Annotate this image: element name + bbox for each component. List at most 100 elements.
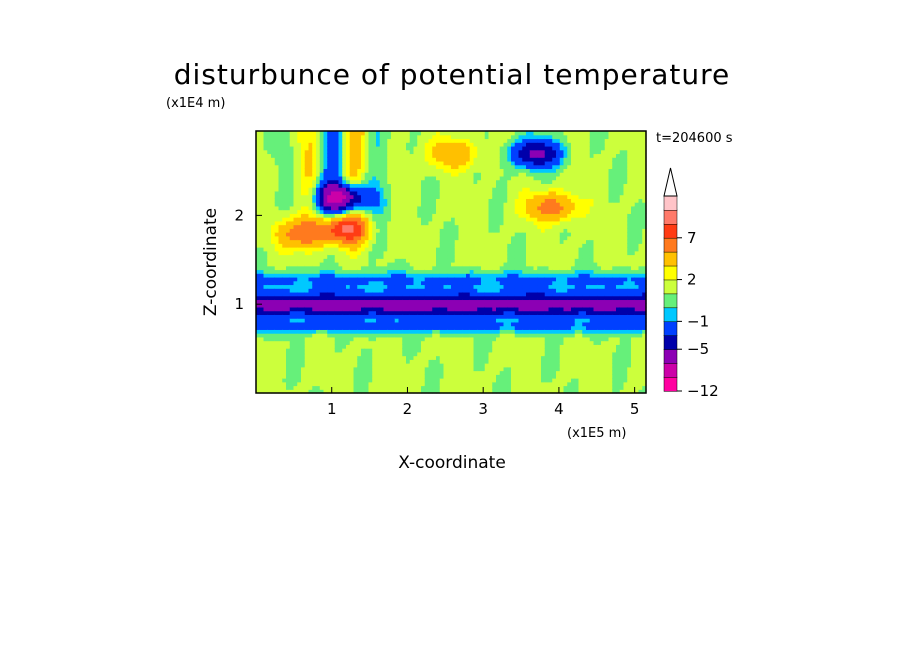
heatmap-cell bbox=[443, 299, 448, 304]
heatmap-cell bbox=[454, 224, 460, 229]
heatmap-cell bbox=[267, 198, 272, 203]
heatmap-cell bbox=[383, 183, 388, 188]
heatmap-cell bbox=[421, 348, 426, 353]
heatmap-cell bbox=[394, 220, 400, 226]
heatmap-cell bbox=[451, 363, 456, 368]
heatmap-cell bbox=[361, 213, 366, 218]
heatmap-cell bbox=[406, 344, 411, 349]
heatmap-cell bbox=[316, 303, 321, 308]
heatmap-cell bbox=[447, 224, 452, 229]
heatmap-cell bbox=[432, 239, 437, 244]
heatmap-cell bbox=[383, 213, 388, 218]
heatmap-cell bbox=[289, 250, 295, 256]
heatmap-cell bbox=[278, 366, 283, 372]
heatmap-cell bbox=[387, 291, 392, 297]
heatmap-cell bbox=[308, 284, 313, 289]
heatmap-cell bbox=[469, 318, 475, 323]
heatmap-cell bbox=[361, 284, 366, 289]
heatmap-cell bbox=[481, 295, 486, 301]
heatmap-cell bbox=[488, 179, 493, 184]
heatmap-cell bbox=[274, 235, 280, 241]
heatmap-cell bbox=[387, 190, 392, 196]
heatmap-cell bbox=[469, 344, 475, 349]
heatmap-cell bbox=[289, 344, 295, 349]
heatmap-cell bbox=[488, 336, 493, 342]
heatmap-cell bbox=[293, 310, 298, 315]
heatmap-cell bbox=[522, 333, 527, 338]
heatmap-cell bbox=[488, 378, 493, 383]
heatmap-cell bbox=[402, 363, 407, 368]
heatmap-cell bbox=[488, 209, 493, 214]
heatmap-cell bbox=[391, 164, 396, 170]
heatmap-cell bbox=[323, 224, 328, 229]
heatmap-cell bbox=[383, 262, 388, 267]
heatmap-cell bbox=[301, 310, 306, 315]
heatmap-cell bbox=[319, 314, 325, 319]
heatmap-cell bbox=[327, 228, 332, 233]
heatmap-cell bbox=[507, 202, 512, 207]
heatmap-cell bbox=[417, 198, 422, 203]
heatmap-cell bbox=[391, 224, 396, 229]
heatmap-cell bbox=[297, 291, 302, 297]
heatmap-cell bbox=[488, 250, 493, 256]
heatmap-cell bbox=[286, 314, 291, 319]
heatmap-cell bbox=[462, 269, 467, 274]
heatmap-cell bbox=[357, 318, 362, 323]
heatmap-cell bbox=[304, 142, 310, 147]
heatmap-cell bbox=[499, 314, 505, 319]
heatmap-cell bbox=[488, 314, 493, 319]
heatmap-cell bbox=[462, 284, 467, 289]
heatmap-cell bbox=[334, 160, 340, 166]
heatmap-cell bbox=[282, 370, 287, 375]
heatmap-cell bbox=[421, 385, 426, 390]
heatmap-cell bbox=[469, 284, 475, 289]
heatmap-cell bbox=[297, 325, 302, 330]
heatmap-cell bbox=[271, 149, 276, 155]
heatmap-cell bbox=[421, 381, 426, 387]
heatmap-cell bbox=[271, 190, 276, 196]
heatmap-cell bbox=[518, 250, 523, 256]
heatmap-cell bbox=[417, 258, 422, 263]
heatmap-cell bbox=[349, 318, 355, 323]
heatmap-cell bbox=[511, 374, 516, 379]
heatmap-cell bbox=[282, 314, 287, 319]
heatmap-cell bbox=[421, 153, 426, 158]
heatmap-cell bbox=[439, 374, 445, 379]
heatmap-cell bbox=[481, 134, 486, 140]
heatmap-cell bbox=[346, 288, 351, 293]
heatmap-cell bbox=[271, 209, 276, 214]
heatmap-cell bbox=[391, 306, 396, 312]
heatmap-cell bbox=[507, 262, 512, 267]
heatmap-cell bbox=[312, 351, 317, 357]
heatmap-cell bbox=[289, 205, 295, 211]
heatmap-cell bbox=[522, 321, 527, 327]
heatmap-cell bbox=[256, 175, 261, 181]
heatmap-cell bbox=[278, 243, 283, 248]
heatmap-cell bbox=[342, 389, 347, 394]
heatmap-field bbox=[256, 131, 647, 394]
heatmap-cell bbox=[342, 160, 347, 166]
heatmap-cell bbox=[293, 306, 298, 312]
heatmap-cell bbox=[394, 202, 400, 207]
heatmap-cell bbox=[439, 366, 445, 372]
heatmap-cell bbox=[327, 262, 332, 267]
heatmap-cell bbox=[319, 213, 325, 218]
heatmap-cell bbox=[466, 232, 471, 237]
heatmap-cell bbox=[503, 310, 508, 315]
heatmap-cell bbox=[338, 374, 343, 379]
heatmap-cell bbox=[342, 321, 347, 327]
heatmap-cell bbox=[394, 164, 400, 170]
heatmap-cell bbox=[518, 314, 523, 319]
heatmap-cell bbox=[383, 370, 388, 375]
heatmap-cell bbox=[379, 235, 385, 241]
heatmap-cell bbox=[319, 254, 325, 259]
heatmap-cell bbox=[481, 194, 486, 199]
heatmap-cell bbox=[488, 232, 493, 237]
heatmap-cell bbox=[454, 348, 460, 353]
heatmap-cell bbox=[293, 153, 298, 158]
heatmap-cell bbox=[331, 250, 336, 256]
heatmap-cell bbox=[417, 247, 422, 252]
heatmap-cell bbox=[503, 239, 508, 244]
heatmap-cell bbox=[346, 157, 351, 162]
heatmap-cell bbox=[353, 153, 358, 158]
